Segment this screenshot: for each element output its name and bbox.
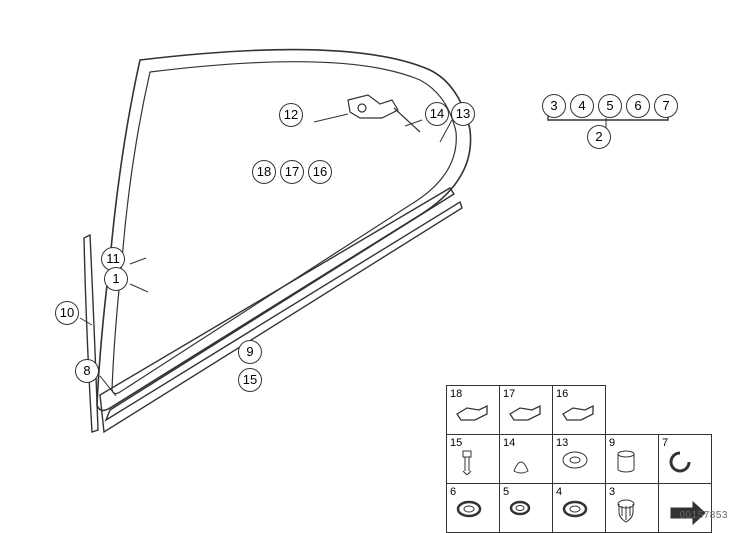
part-number-circled: 6: [626, 94, 650, 118]
part-number-leader: 14: [425, 102, 449, 126]
parts-table-cell: 3: [606, 484, 659, 533]
parts-table-cell: 15: [447, 435, 500, 484]
parts-table-cell: 9: [606, 435, 659, 484]
part-number-leader: 13: [451, 102, 475, 126]
part-number-leader: 12: [279, 103, 303, 127]
parts-legend-table: 181716 15141397 6543: [446, 385, 712, 533]
parts-table-cell: 7: [659, 435, 712, 484]
part-number-circled: 3: [542, 94, 566, 118]
parts-table-cell: 16: [553, 386, 606, 435]
part-number-circled: 18: [252, 160, 276, 184]
part-number-leader: 1: [104, 267, 128, 291]
part-number-leader: 2: [587, 125, 611, 149]
parts-table-cell: 13: [553, 435, 606, 484]
parts-table-cell: 14: [500, 435, 553, 484]
part-number-circled: 9: [238, 340, 262, 364]
part-number-circled: 4: [570, 94, 594, 118]
part-number-circled: 16: [308, 160, 332, 184]
parts-table-cell: 18: [447, 386, 500, 435]
parts-table-cell: [659, 484, 712, 533]
part-number-leader: 10: [55, 301, 79, 325]
part-number-circled: 15: [238, 368, 262, 392]
part-number-leader: 8: [75, 359, 99, 383]
parts-table-cell: 4: [553, 484, 606, 533]
parts-table-cell: 17: [500, 386, 553, 435]
parts-table-cell: 5: [500, 484, 553, 533]
parts-table-cell: 6: [447, 484, 500, 533]
document-id: 00157853: [680, 510, 729, 521]
part-number-circled: 17: [280, 160, 304, 184]
part-number-circled: 5: [598, 94, 622, 118]
part-number-circled: 7: [654, 94, 678, 118]
